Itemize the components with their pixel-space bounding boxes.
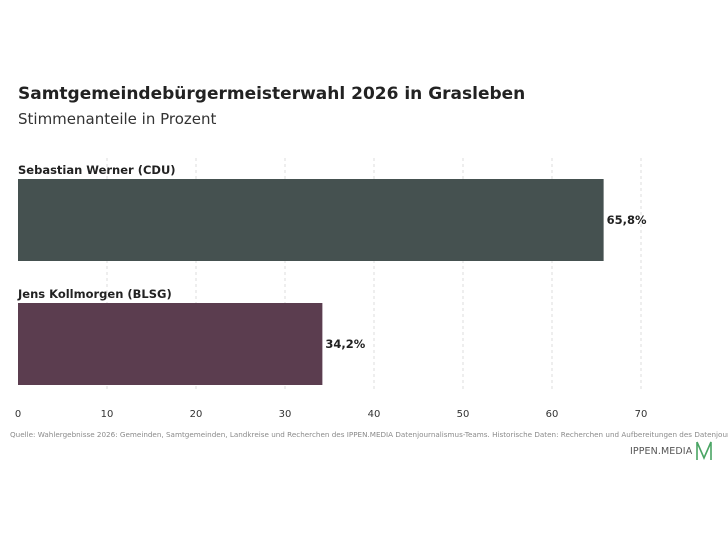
publisher-logo: IPPEN.MEDIA: [630, 441, 713, 461]
bar: [18, 179, 604, 261]
chart-title: Samtgemeindebürgermeisterwahl 2026 in Gr…: [18, 84, 526, 104]
x-tick-label: 50: [457, 409, 470, 420]
value-label: 65,8%: [607, 213, 647, 227]
source-note: Quelle: Wahlergebnisse 2026: Gemeinden, …: [10, 430, 728, 439]
ippen-m-icon: [696, 441, 713, 460]
category-label: Jens Kollmorgen (BLSG): [17, 287, 172, 301]
x-tick-label: 0: [15, 409, 21, 420]
x-tick-label: 70: [635, 409, 648, 420]
x-tick-label: 10: [101, 409, 114, 420]
chart-subtitle: Stimmenanteile in Prozent: [18, 110, 217, 128]
x-tick-label: 40: [368, 409, 381, 420]
x-tick-label: 30: [279, 409, 292, 420]
value-label: 34,2%: [325, 337, 365, 351]
x-tick-label: 60: [546, 409, 559, 420]
bar-chart: Sebastian Werner (CDU) 65,8% Jens Kollmorg…: [15, 158, 648, 420]
category-label: Sebastian Werner (CDU): [18, 163, 176, 177]
bar: [18, 303, 323, 385]
logo-text: IPPEN.MEDIA: [630, 445, 693, 457]
x-tick-label: 20: [190, 409, 203, 420]
